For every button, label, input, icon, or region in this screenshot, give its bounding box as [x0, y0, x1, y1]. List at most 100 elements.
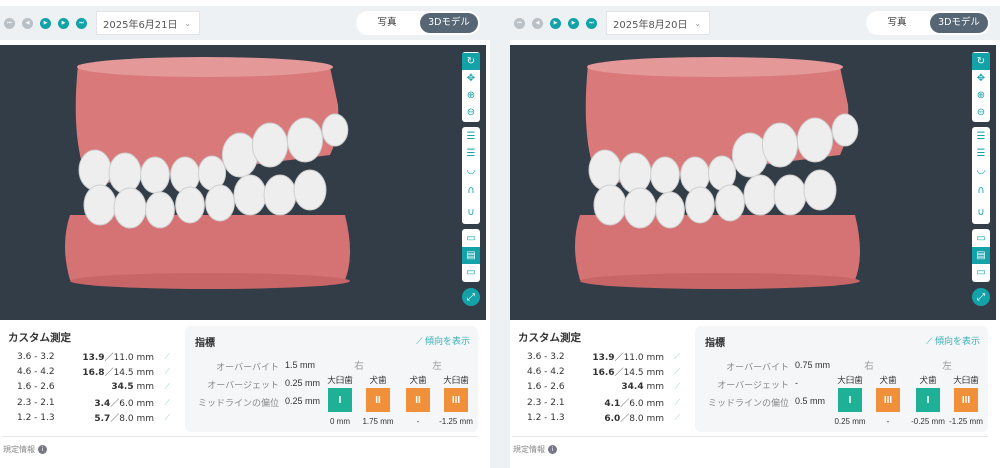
measured-value: 4.1: [604, 399, 621, 410]
class-value: 0.25 mm: [834, 417, 866, 426]
photo-tab[interactable]: 写真: [887, 17, 907, 28]
scan-panel: ⏮ ◀ ▶ ▶ ⏭ 2025年6月21日 ⌄ 写真 3Dモデル ↻ ✥ ⊕ ⊖ ☰ ☰ ◡ ∩ ∪ ▭ ▤ ▭…: [0, 6, 490, 468]
both-jaws-icon[interactable]: ▤: [972, 247, 990, 264]
lower-arch-icon[interactable]: ◡: [976, 165, 986, 176]
trend-icon[interactable]: ⟋: [674, 397, 680, 407]
trend-icon[interactable]: ⟋: [164, 351, 170, 361]
tooth-pair: 4.6 - 4.2: [17, 366, 55, 377]
last-button[interactable]: ⏭: [586, 17, 597, 29]
fullscreen-icon[interactable]: ⤢: [462, 288, 480, 306]
reference-value: ／8.0 mm: [110, 414, 154, 425]
metric-value: 0.25 mm: [285, 378, 321, 388]
class-badge: I: [838, 388, 862, 412]
measurement-row: 3.6 - 3.2 13.9／11.0 mm ⟋: [518, 349, 683, 364]
reference-value: ／14.5 mm: [614, 368, 664, 379]
view-tools: ↻ ✥ ⊕ ⊖ ☰ ☰ ◡ ∩ ∪ ▭ ▤ ▭ ⤢: [462, 52, 480, 306]
tooth-pair: 1.2 - 1.3: [17, 412, 55, 423]
info-icon: i: [548, 445, 557, 454]
tooth-pair: 2.3 - 2.1: [17, 397, 55, 408]
zoom-out-icon[interactable]: ⊖: [976, 107, 986, 118]
trend-icon[interactable]: ⟋: [674, 351, 680, 361]
measured-value: 3.4: [94, 399, 111, 410]
lower-jaw-icon[interactable]: ▭: [466, 267, 476, 278]
front-view-icon[interactable]: ☰: [466, 131, 476, 142]
show-trend-link[interactable]: ⟋ 傾向を表示: [926, 334, 980, 347]
chevron-down-icon: ⌄: [694, 18, 701, 28]
play-button[interactable]: ▶: [40, 17, 51, 29]
model-tab[interactable]: 3Dモデル: [930, 13, 988, 33]
lower-arch-icon[interactable]: ◡: [466, 165, 476, 176]
play-icon: ▶: [43, 20, 48, 26]
metric-value: 0.75 mm: [795, 360, 831, 370]
play-button[interactable]: ▶: [550, 17, 561, 29]
toolbar: ⏮ ◀ ▶ ▶ ⏭ 2025年6月21日 ⌄ 写真 3Dモデル: [0, 6, 490, 40]
measurement-row: 1.6 - 2.6 34.5 mm ⟋: [8, 380, 173, 395]
class-value: -1.25 mm: [439, 417, 473, 426]
lower-arch-open-icon[interactable]: ∪: [977, 206, 985, 218]
model-tab[interactable]: 3Dモデル: [420, 13, 478, 33]
upper-jaw-icon[interactable]: ▭: [976, 233, 986, 244]
3d-viewport[interactable]: ↻ ✥ ⊕ ⊖ ☰ ☰ ◡ ∩ ∪ ▭ ▤ ▭ ⤢: [0, 45, 486, 320]
reference-value: ／6.0 mm: [620, 399, 664, 410]
next-button[interactable]: ▶: [58, 17, 69, 29]
show-trend-label: 傾向を表示: [934, 336, 980, 346]
trend-icon[interactable]: ⟋: [674, 382, 680, 392]
tooth-label: 犬歯: [409, 375, 427, 385]
rotate-icon[interactable]: ↻: [972, 53, 990, 70]
trend-icon[interactable]: ⟋: [164, 412, 170, 422]
next-icon: ▶: [61, 20, 66, 26]
class-badge: III: [876, 388, 900, 412]
prev-button[interactable]: ◀: [532, 17, 543, 29]
fullscreen-icon[interactable]: ⤢: [972, 288, 990, 306]
regulatory-info[interactable]: 規定情報 i: [3, 444, 47, 455]
tooth-pair: 1.2 - 1.3: [527, 412, 565, 423]
zoom-in-icon[interactable]: ⊕: [976, 90, 986, 101]
lower-jaw-icon[interactable]: ▭: [976, 267, 986, 278]
upper-arch-icon[interactable]: ∩: [467, 184, 475, 196]
measurement-row: 2.3 - 2.1 4.1／6.0 mm ⟋: [518, 395, 683, 410]
metric-label: ミッドラインの偏位: [197, 398, 279, 408]
regulatory-info-label: 規定情報: [3, 445, 35, 454]
front-view-icon[interactable]: ☰: [976, 131, 986, 142]
regulatory-info-label: 規定情報: [513, 445, 545, 454]
date-select[interactable]: 2025年6月21日 ⌄: [96, 11, 200, 35]
regulatory-info[interactable]: 規定情報 i: [513, 444, 557, 455]
zoom-out-icon[interactable]: ⊖: [466, 107, 476, 118]
left-label: 左: [432, 361, 442, 372]
rotate-icon[interactable]: ↻: [462, 53, 480, 70]
prev-button[interactable]: ◀: [22, 17, 33, 29]
trend-icon[interactable]: ⟋: [164, 382, 170, 392]
first-icon: ⏮: [7, 20, 12, 26]
next-button[interactable]: ▶: [568, 17, 579, 29]
photo-tab[interactable]: 写真: [377, 17, 397, 28]
back-view-icon[interactable]: ☰: [466, 148, 476, 159]
measured-value: 16.6: [592, 368, 615, 379]
date-select[interactable]: 2025年8月20日 ⌄: [606, 11, 710, 35]
first-button[interactable]: ⏮: [514, 17, 525, 29]
upper-arch-icon[interactable]: ∩: [977, 184, 985, 196]
class-badge: II: [366, 388, 390, 412]
trend-icon[interactable]: ⟋: [164, 397, 170, 407]
first-button[interactable]: ⏮: [4, 17, 15, 29]
3d-viewport[interactable]: ↻ ✥ ⊕ ⊖ ☰ ☰ ◡ ∩ ∪ ▭ ▤ ▭ ⤢: [510, 45, 996, 320]
measured-value: 16.8: [82, 368, 105, 379]
back-view-icon[interactable]: ☰: [976, 148, 986, 159]
trend-icon[interactable]: ⟋: [674, 366, 680, 376]
tooth-label: 大臼歯: [953, 375, 979, 385]
trend-icon[interactable]: ⟋: [674, 412, 680, 422]
zoom-in-icon[interactable]: ⊕: [466, 90, 476, 101]
class-value: 1.75 mm: [362, 417, 394, 426]
show-trend-link[interactable]: ⟋ 傾向を表示: [416, 334, 470, 347]
last-button[interactable]: ⏭: [76, 17, 87, 29]
custom-measurements: カスタム測定 3.6 - 3.2 13.9／11.0 mm ⟋ 4.6 - 4.2 16…: [8, 330, 173, 425]
both-jaws-icon[interactable]: ▤: [462, 247, 480, 264]
measurement-row: 2.3 - 2.1 3.4／6.0 mm ⟋: [8, 395, 173, 410]
upper-jaw-icon[interactable]: ▭: [466, 233, 476, 244]
trend-icon[interactable]: ⟋: [164, 366, 170, 376]
lower-arch-open-icon[interactable]: ∪: [467, 206, 475, 218]
pan-icon[interactable]: ✥: [466, 73, 476, 84]
pan-icon[interactable]: ✥: [976, 73, 986, 84]
measured-value: 34.5: [111, 382, 134, 393]
metric-row: オーバーバイト 1.5 mm: [185, 360, 315, 373]
metric-label: オーバーバイト: [216, 362, 279, 372]
